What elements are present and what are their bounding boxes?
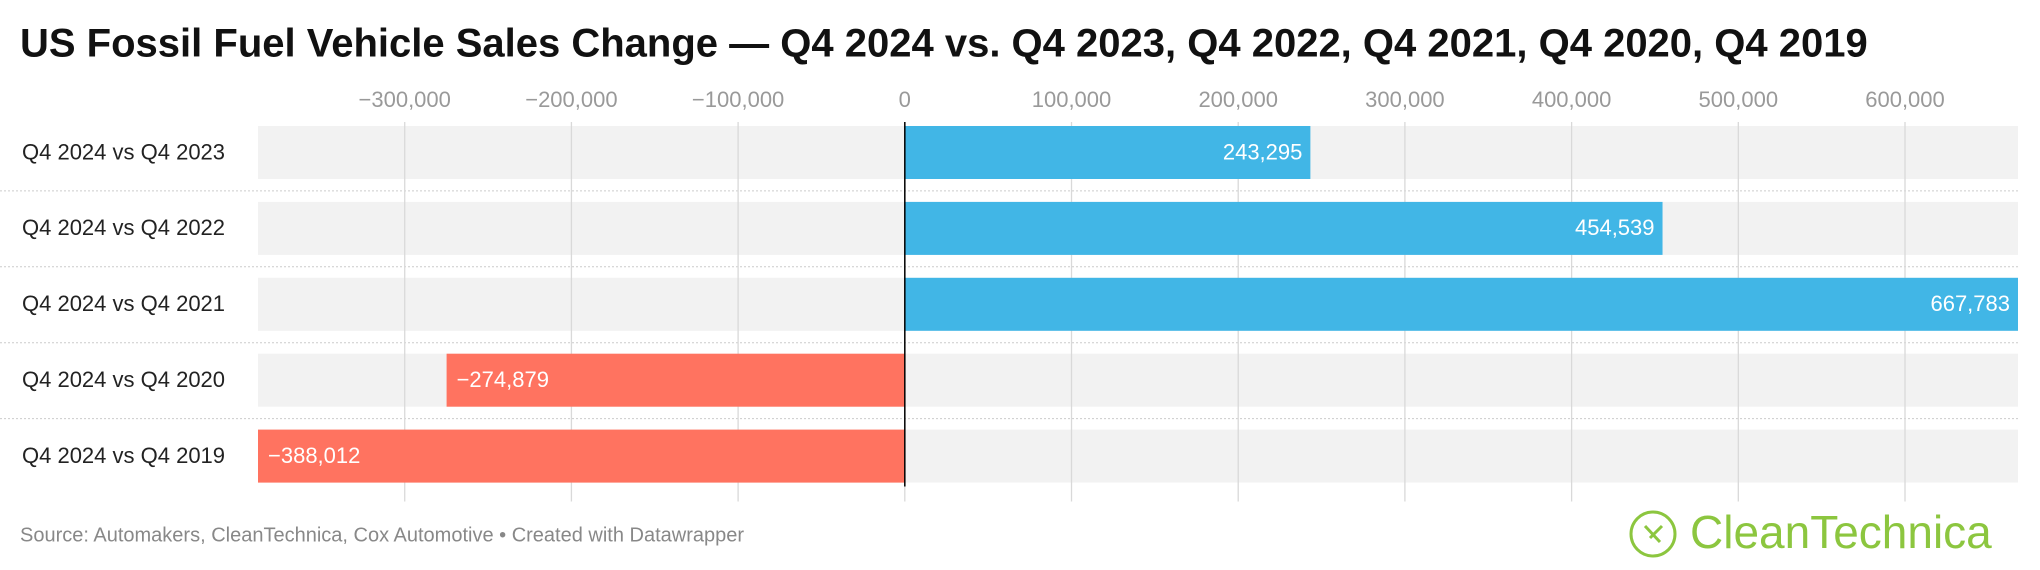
x-tick-label: −200,000 — [525, 87, 617, 112]
value-label: 243,295 — [1223, 139, 1303, 164]
logo-icon — [1629, 510, 1677, 558]
x-tick-label: 500,000 — [1699, 87, 1779, 112]
logo-text: CleanTechnica — [1690, 506, 1992, 558]
value-label: −274,879 — [457, 367, 549, 392]
bar — [904, 277, 2018, 331]
logo-plug — [1643, 524, 1664, 544]
source: Source: Automakers, CleanTechnica, Cox A… — [20, 524, 744, 546]
bar — [446, 353, 905, 407]
value-label: −388,012 — [268, 443, 360, 468]
x-tick-label: 0 — [899, 87, 911, 112]
bar — [258, 429, 905, 483]
x-tick-label: −300,000 — [359, 87, 451, 112]
bar — [904, 201, 1663, 255]
x-tick-label: 100,000 — [1032, 87, 1112, 112]
value-label: 454,539 — [1575, 215, 1655, 240]
x-tick-label: −100,000 — [692, 87, 784, 112]
category-label: Q4 2024 vs Q4 2022 — [22, 215, 225, 240]
category-label: Q4 2024 vs Q4 2023 — [22, 139, 225, 164]
chart-title: US Fossil Fuel Vehicle Sales Change — Q4… — [20, 22, 1868, 66]
category-label: Q4 2024 vs Q4 2021 — [22, 291, 225, 316]
x-tick-label: 200,000 — [1198, 87, 1278, 112]
x-tick-label: 400,000 — [1532, 87, 1612, 112]
category-label: Q4 2024 vs Q4 2020 — [22, 367, 225, 392]
x-tick-label: 300,000 — [1365, 87, 1445, 112]
value-label: 667,783 — [1930, 291, 2010, 316]
bar — [904, 126, 1311, 179]
x-tick-label: 600,000 — [1865, 87, 1945, 112]
category-label: Q4 2024 vs Q4 2019 — [22, 443, 225, 468]
logo-circle — [1629, 510, 1677, 558]
